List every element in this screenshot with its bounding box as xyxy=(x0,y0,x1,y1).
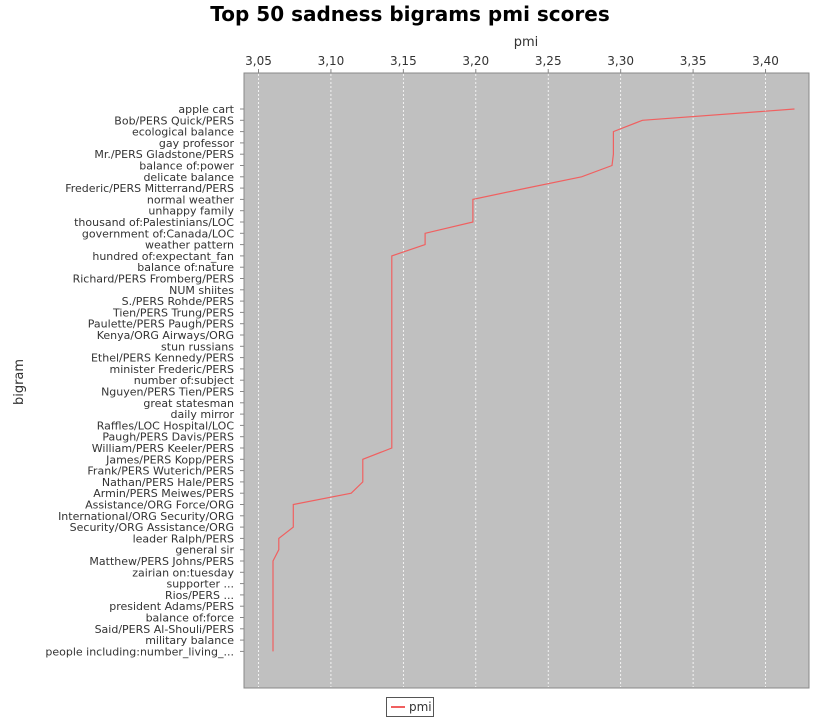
series-layer xyxy=(272,108,795,652)
y-tick-label: Matthew/PERS Johns/PERS xyxy=(89,555,234,568)
y-tick-label: Nguyen/PERS Tien/PERS xyxy=(101,386,234,399)
chart-title: Top 50 sadness bigrams pmi scores xyxy=(210,2,609,26)
x-tick-label: 3,35 xyxy=(680,54,707,68)
y-tick-label: supporter ... xyxy=(166,578,234,591)
y-tick-label: military balance xyxy=(145,634,234,647)
y-tick-label: great statesman xyxy=(143,397,234,410)
y-tick-label: Kenya/ORG Airways/ORG xyxy=(97,329,234,342)
y-tick-label: Said/PERS Al-Shouli/PERS xyxy=(95,623,234,636)
series-line-pmi xyxy=(272,108,795,652)
y-tick-label: William/PERS Keeler/PERS xyxy=(92,442,234,455)
x-tick-label: 3,25 xyxy=(535,54,562,68)
x-tick-label: 3,10 xyxy=(318,54,345,68)
y-tick-label: Frederic/PERS Mitterrand/PERS xyxy=(65,182,234,195)
y-tick-label: Assistance/ORG Force/ORG xyxy=(85,499,234,512)
y-tick-label: Armin/PERS Meiwes/PERS xyxy=(93,487,234,500)
x-tick-label: 3,40 xyxy=(752,54,779,68)
y-tick-label: ecological balance xyxy=(132,126,234,139)
x-axis-label: pmi xyxy=(514,35,539,50)
y-tick-label: apple cart xyxy=(178,103,234,116)
y-tick-label: president Adams/PERS xyxy=(109,600,234,613)
y-tick-label: delicate balance xyxy=(143,171,234,184)
y-tick-label: Raffles/LOC Hospital/LOC xyxy=(97,419,235,432)
y-tick-label: Rios/PERS ... xyxy=(165,589,234,602)
y-tick-label: Paulette/PERS Paugh/PERS xyxy=(88,318,234,331)
x-tick-label: 3,20 xyxy=(462,54,489,68)
y-tick-label: balance of:power xyxy=(139,160,234,173)
y-tick-label: balance of:force xyxy=(146,612,235,625)
y-tick-label: normal weather xyxy=(147,193,235,206)
y-tick-label: Frank/PERS Wuterich/PERS xyxy=(87,465,234,478)
y-tick-label: Bob/PERS Quick/PERS xyxy=(114,114,234,127)
y-tick-label: minister Frederic/PERS xyxy=(110,363,235,376)
y-tick-label: zairian on:tuesday xyxy=(132,566,234,579)
y-tick-label: NUM shiites xyxy=(169,284,234,297)
legend: pmi xyxy=(386,697,434,717)
y-tick-label: daily mirror xyxy=(171,408,235,421)
y-tick-label: balance of:nature xyxy=(137,261,234,274)
y-tick-label: Nathan/PERS Hale/PERS xyxy=(102,476,234,489)
y-tick-label: Security/ORG Assistance/ORG xyxy=(70,521,234,534)
x-tick-label: 3,05 xyxy=(245,54,272,68)
y-tick-label: people including:number_living_... xyxy=(45,645,234,658)
y-tick-label: general sir xyxy=(175,544,234,557)
y-tick-label: S./PERS Rohde/PERS xyxy=(122,295,234,308)
y-tick-label: gay professor xyxy=(159,137,235,150)
x-axis: 3,05 3,10 3,15 3,20 3,25 3,30 3,35 3,40 xyxy=(244,54,809,74)
y-tick-label: thousand of:Palestinians/LOC xyxy=(74,216,234,229)
y-tick-label: Tien/PERS Trung/PERS xyxy=(112,306,234,319)
y-tick-label: number of:subject xyxy=(134,374,235,387)
y-axis-label: bigram xyxy=(12,359,27,405)
y-tick-label: government of:Canada/LOC xyxy=(82,227,234,240)
y-tick-label: Ethel/PERS Kennedy/PERS xyxy=(91,352,234,365)
legend-swatch-pmi xyxy=(391,706,405,708)
y-tick-label: unhappy family xyxy=(148,205,234,218)
legend-label-pmi: pmi xyxy=(409,700,432,714)
y-tick-label: stun russians xyxy=(161,340,234,353)
y-tick-label: Paugh/PERS Davis/PERS xyxy=(102,431,234,444)
y-tick-label: weather pattern xyxy=(145,239,234,252)
y-tick-label: James/PERS Kopp/PERS xyxy=(105,453,234,466)
y-tick-label: hundred of:expectant_fan xyxy=(92,250,234,263)
x-tick-label: 3,15 xyxy=(390,54,417,68)
y-tick-label: Richard/PERS Fromberg/PERS xyxy=(73,273,234,286)
y-tick-label: International/ORG Security/ORG xyxy=(58,510,234,523)
y-tick-label: leader Ralph/PERS xyxy=(133,532,234,545)
plot-area xyxy=(243,72,810,689)
y-tick-label: Mr./PERS Gladstone/PERS xyxy=(94,148,234,161)
x-tick-label: 3,30 xyxy=(607,54,634,68)
